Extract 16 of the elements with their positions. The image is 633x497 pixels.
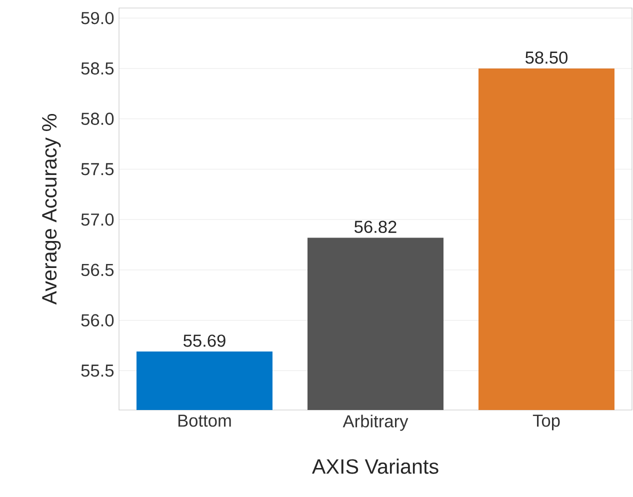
y-axis-title: Average Accuracy %: [42, 114, 61, 305]
y-tick-label: 58.0: [81, 112, 114, 125]
y-tick-label: 56.0: [81, 314, 114, 326]
x-tick-label: Top: [532, 414, 560, 430]
y-tick-label: 57.0: [81, 213, 114, 226]
data-label: 55.69: [184, 334, 226, 347]
y-tick-label: 55.5: [81, 364, 114, 377]
data-label: 56.82: [354, 220, 396, 233]
x-tick-label: Bottom: [178, 414, 231, 427]
y-tick-label: 58.5: [81, 62, 114, 75]
x-axis-title: AXIS Variants: [312, 458, 438, 474]
x-tick-label: Arbitrary: [342, 414, 408, 431]
y-tick-label: 57.5: [81, 163, 114, 176]
data-label: 58.50: [525, 51, 568, 64]
y-tick-label: 56.5: [81, 264, 114, 276]
y-tick-label: 59.0: [81, 12, 114, 24]
